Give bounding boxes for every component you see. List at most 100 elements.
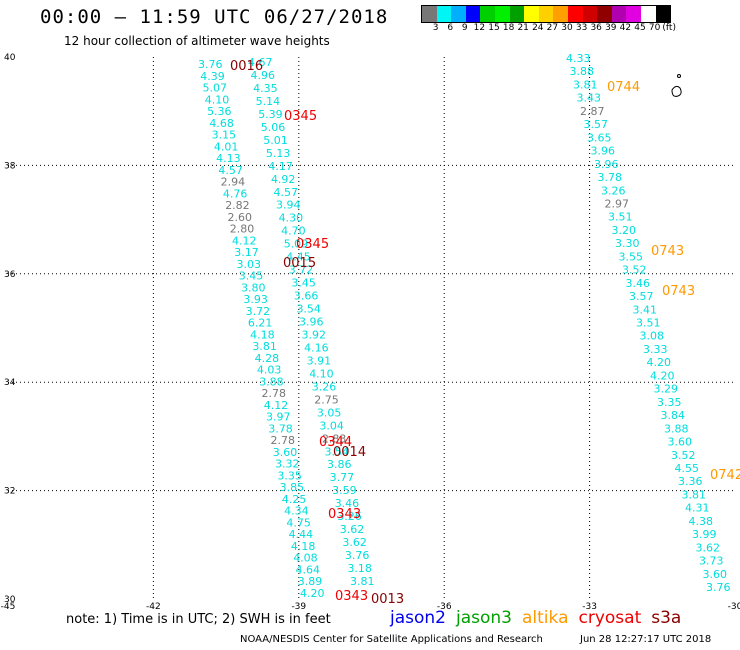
footer-credit: NOAA/NESDIS Center for Satellite Applica… bbox=[240, 634, 543, 645]
swh-value: 3.73 bbox=[699, 555, 724, 568]
pass-time-label: 0014 bbox=[333, 445, 366, 460]
swh-value: 3.76 bbox=[198, 58, 223, 71]
swh-value: 3.86 bbox=[327, 458, 352, 471]
swh-value: 3.91 bbox=[307, 354, 332, 367]
swh-value: 3.66 bbox=[294, 290, 319, 303]
swh-value: 4.44 bbox=[289, 528, 314, 541]
scale-swatch bbox=[582, 6, 598, 22]
swh-value: 4.75 bbox=[286, 516, 311, 529]
scale-label: 18 bbox=[502, 23, 515, 33]
y-tick-label: 38 bbox=[4, 161, 16, 171]
swh-value: 4.68 bbox=[209, 117, 234, 130]
scale-swatch bbox=[451, 6, 466, 22]
swh-value: 4.03 bbox=[257, 364, 282, 377]
swh-value: 3.81 bbox=[682, 488, 707, 501]
swh-value: 3.32 bbox=[275, 458, 300, 471]
swh-value: 2.87 bbox=[580, 105, 605, 118]
swh-value: 4.12 bbox=[232, 234, 257, 247]
pass-time-label: 0343 bbox=[335, 589, 368, 604]
pass-time-label: 0016 bbox=[230, 59, 263, 74]
y-tick-label: 36 bbox=[4, 270, 16, 280]
swh-value: 4.20 bbox=[647, 356, 672, 369]
scale-swatch bbox=[509, 6, 525, 22]
swh-value: 3.62 bbox=[342, 536, 367, 549]
swh-value: 4.28 bbox=[255, 352, 280, 365]
scale-swatch bbox=[465, 6, 481, 22]
swh-value: 4.01 bbox=[214, 140, 239, 153]
swh-value: 4.64 bbox=[295, 563, 320, 576]
scale-label: 33 bbox=[575, 23, 588, 33]
satellite-label: altika bbox=[522, 608, 569, 628]
swh-value: 3.72 bbox=[246, 305, 271, 318]
swh-value: 4.18 bbox=[291, 540, 316, 553]
swh-value: 4.57 bbox=[274, 186, 299, 199]
island-outline bbox=[671, 85, 682, 97]
swh-value: 3.26 bbox=[312, 380, 337, 393]
swh-value: 4.10 bbox=[309, 367, 334, 380]
swh-value: 3.92 bbox=[302, 328, 327, 341]
swh-value: 4.10 bbox=[205, 93, 230, 106]
scale-label: 42 bbox=[619, 23, 632, 33]
swh-value: 4.31 bbox=[685, 502, 710, 515]
swh-value: 4.12 bbox=[264, 399, 289, 412]
scale-swatch bbox=[553, 6, 568, 22]
swh-value: 3.84 bbox=[661, 409, 686, 422]
swh-value: 3.60 bbox=[703, 568, 728, 581]
swh-value: 5.36 bbox=[207, 105, 232, 118]
satellite-label: jason3 bbox=[456, 608, 512, 628]
swh-value: 4.20 bbox=[650, 369, 675, 382]
y-tick-label: 30 bbox=[4, 595, 16, 605]
swh-value: 2.97 bbox=[605, 197, 630, 210]
swh-value: 4.13 bbox=[216, 152, 241, 165]
swh-value: 3.88 bbox=[259, 375, 284, 388]
swh-value: 3.04 bbox=[319, 419, 344, 432]
swh-value: 3.97 bbox=[266, 411, 291, 424]
scale-label: 30 bbox=[561, 23, 573, 33]
scale-label: 70 bbox=[648, 23, 661, 33]
satellite-label: cryosat bbox=[578, 608, 642, 628]
swh-value: 4.18 bbox=[250, 328, 275, 341]
swh-value: 4.96 bbox=[251, 69, 275, 82]
swh-value: 3.20 bbox=[612, 224, 637, 237]
scale-label: 12 bbox=[473, 23, 486, 33]
swh-value: 3.78 bbox=[598, 171, 623, 184]
swh-value: 3.52 bbox=[671, 449, 696, 462]
scale-label: (ft) bbox=[662, 23, 676, 33]
pass-time-label: 0744 bbox=[607, 80, 640, 95]
swh-value: 4.92 bbox=[271, 173, 296, 186]
pass-time-label: 0345 bbox=[296, 237, 329, 252]
scale-swatch bbox=[524, 6, 539, 22]
swh-value: 3.51 bbox=[608, 211, 633, 224]
swh-value: 3.55 bbox=[619, 250, 644, 263]
pass-time-label: 0743 bbox=[651, 244, 684, 259]
swh-value: 2.82 bbox=[225, 199, 250, 212]
satellite-label: s3a bbox=[651, 608, 682, 628]
y-tick-label: 32 bbox=[4, 487, 15, 497]
swh-value: 3.57 bbox=[629, 290, 654, 303]
pass-time-label: 0343 bbox=[328, 507, 361, 522]
swh-value: 3.03 bbox=[237, 258, 261, 271]
swh-value: 2.83 bbox=[322, 432, 347, 445]
scale-label: 3 bbox=[432, 23, 439, 33]
swh-value: 3.41 bbox=[633, 303, 658, 316]
scale-label: 6 bbox=[447, 23, 454, 33]
x-tick-label: -42 bbox=[146, 602, 161, 612]
x-tick-label: -39 bbox=[291, 602, 306, 612]
swh-value: 2.75 bbox=[314, 393, 339, 406]
swh-value: 3.81 bbox=[252, 340, 277, 353]
swh-value: 3.81 bbox=[573, 78, 598, 91]
swh-value: 3.72 bbox=[289, 264, 314, 277]
scale-label: 45 bbox=[634, 23, 646, 33]
swh-value: 4.39 bbox=[200, 70, 225, 83]
color-scale-legend bbox=[421, 5, 672, 23]
swh-value: 2.60 bbox=[227, 211, 252, 224]
swh-value: 4.76 bbox=[223, 187, 248, 200]
swh-value: 3.51 bbox=[636, 317, 661, 330]
footer-note: note: 1) Time is in UTC; 2) SWH is in fe… bbox=[66, 612, 331, 627]
swh-value: 3.57 bbox=[584, 118, 609, 131]
swh-value: 4.30 bbox=[279, 212, 304, 225]
scale-label: 39 bbox=[605, 23, 617, 33]
swh-value: 5.14 bbox=[256, 95, 281, 108]
pass-time-label: 0345 bbox=[284, 109, 317, 124]
